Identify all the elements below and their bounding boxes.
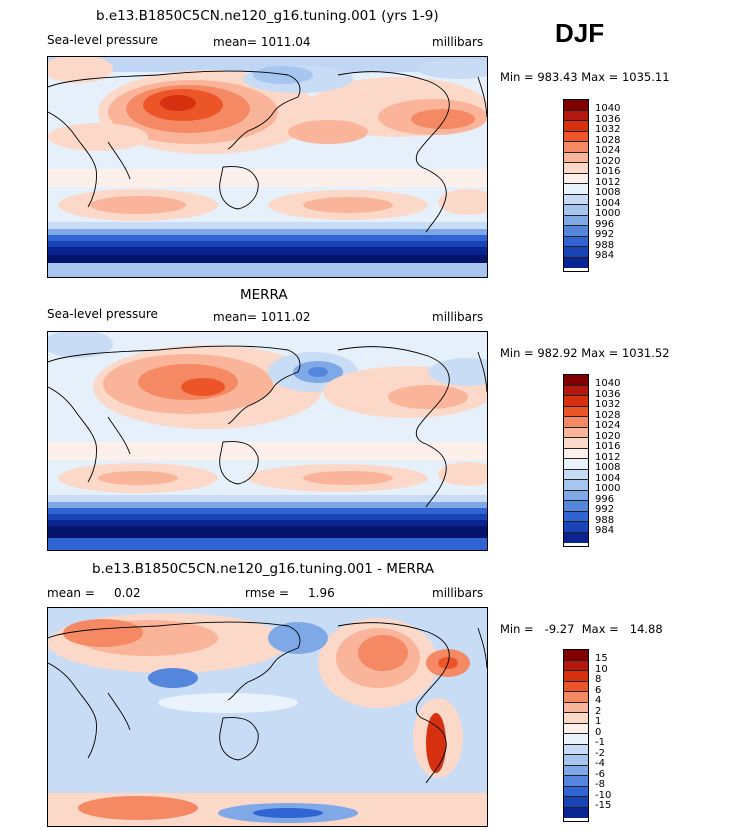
colorbar-label: 1032 — [595, 124, 621, 135]
colorbar-label: 1028 — [595, 134, 621, 146]
colorbar-label: -6 — [595, 768, 605, 780]
panel1-colorbar-labels: 1040 1036 1032 1028 1024 1020 1016 1012 … — [595, 103, 621, 262]
panel3-minmax: Min = -9.27 Max = 14.88 — [500, 622, 663, 636]
panel1-variable: Sea-level pressure — [47, 33, 158, 47]
panel1-colorbar — [563, 99, 589, 272]
colorbar-label: 1028 — [595, 409, 621, 421]
panel1-minmax: Min = 983.43 Max = 1035.11 — [500, 70, 670, 84]
panel1-title: b.e13.B1850C5CN.ne120_g16.tuning.001 (yr… — [96, 8, 439, 24]
colorbar-label: 15 — [595, 653, 608, 664]
panel2-variable: Sea-level pressure — [47, 307, 158, 321]
colorbar-label: -8 — [595, 779, 605, 790]
colorbar-label: 1012 — [595, 451, 621, 463]
colorbar-label: 1036 — [595, 388, 621, 400]
colorbar-label: 984 — [595, 250, 615, 261]
colorbar-label: 0 — [595, 726, 602, 738]
colorbar-label: 1008 — [595, 187, 621, 198]
panel3-units: millibars — [432, 586, 484, 600]
panel2-mean: mean= 1011.02 — [213, 310, 311, 324]
panel3-colorbar-labels: 15 10 8 6 4 2 1 0 -1 -2 -4 -6 -8 -10 -15 — [595, 653, 612, 812]
colorbar-label: -15 — [595, 800, 612, 811]
colorbar-label: 996 — [595, 218, 615, 230]
panel2-contour-field — [48, 332, 487, 550]
colorbar-label: 1 — [595, 716, 602, 727]
panel1-map — [47, 56, 488, 278]
panel2-colorbar-labels: 1040 1036 1032 1028 1024 1020 1016 1012 … — [595, 378, 621, 537]
colorbar-label: -10 — [595, 789, 612, 801]
colorbar-label: 988 — [595, 514, 615, 526]
colorbar-label: -4 — [595, 758, 605, 769]
colorbar-label: 1004 — [595, 472, 621, 484]
season-label: DJF — [555, 18, 605, 48]
panel1-contour-field — [48, 57, 487, 277]
colorbar-label: 984 — [595, 525, 615, 536]
panel2-units: millibars — [432, 310, 484, 324]
colorbar-label: 8 — [595, 674, 602, 685]
colorbar-label: 6 — [595, 684, 602, 696]
colorbar-label: 1004 — [595, 197, 621, 209]
colorbar-label: 1016 — [595, 166, 621, 177]
colorbar-label: 1020 — [595, 430, 621, 442]
panel2-map — [47, 331, 488, 551]
colorbar-label: 1040 — [595, 378, 621, 389]
colorbar-label: 2 — [595, 705, 602, 717]
panel3-mean: mean = 0.02 — [47, 586, 141, 600]
colorbar-label: 1032 — [595, 399, 621, 410]
colorbar-label: 1000 — [595, 208, 621, 219]
panel1-units: millibars — [432, 35, 484, 49]
panel3-colorbar — [563, 649, 589, 822]
colorbar-label: 1036 — [595, 113, 621, 125]
panel3-rmse: rmse = 1.96 — [245, 586, 335, 600]
colorbar-label: 1020 — [595, 155, 621, 167]
colorbar-label: 996 — [595, 493, 615, 505]
colorbar-label: 1008 — [595, 462, 621, 473]
colorbar-label: 10 — [595, 663, 608, 675]
colorbar-label: 1040 — [595, 103, 621, 114]
colorbar-label: 1000 — [595, 483, 621, 494]
panel2-title: MERRA — [240, 287, 288, 303]
colorbar-label: 1024 — [595, 145, 621, 156]
panel3-contour-field — [48, 608, 487, 826]
colorbar-label: 1016 — [595, 441, 621, 452]
colorbar-label: 1024 — [595, 420, 621, 431]
panel3-map — [47, 607, 488, 827]
colorbar-label: -1 — [595, 737, 605, 748]
panel2-minmax: Min = 982.92 Max = 1031.52 — [500, 346, 670, 360]
panel3-title: b.e13.B1850C5CN.ne120_g16.tuning.001 - M… — [92, 561, 434, 577]
colorbar-label: 4 — [595, 695, 602, 706]
panel1-mean: mean= 1011.04 — [213, 35, 311, 49]
colorbar-label: 992 — [595, 504, 615, 515]
colorbar-label: 988 — [595, 239, 615, 251]
colorbar-label: -2 — [595, 747, 605, 759]
panel2-colorbar — [563, 374, 589, 547]
colorbar-label: 1012 — [595, 176, 621, 188]
colorbar-label: 992 — [595, 229, 615, 240]
